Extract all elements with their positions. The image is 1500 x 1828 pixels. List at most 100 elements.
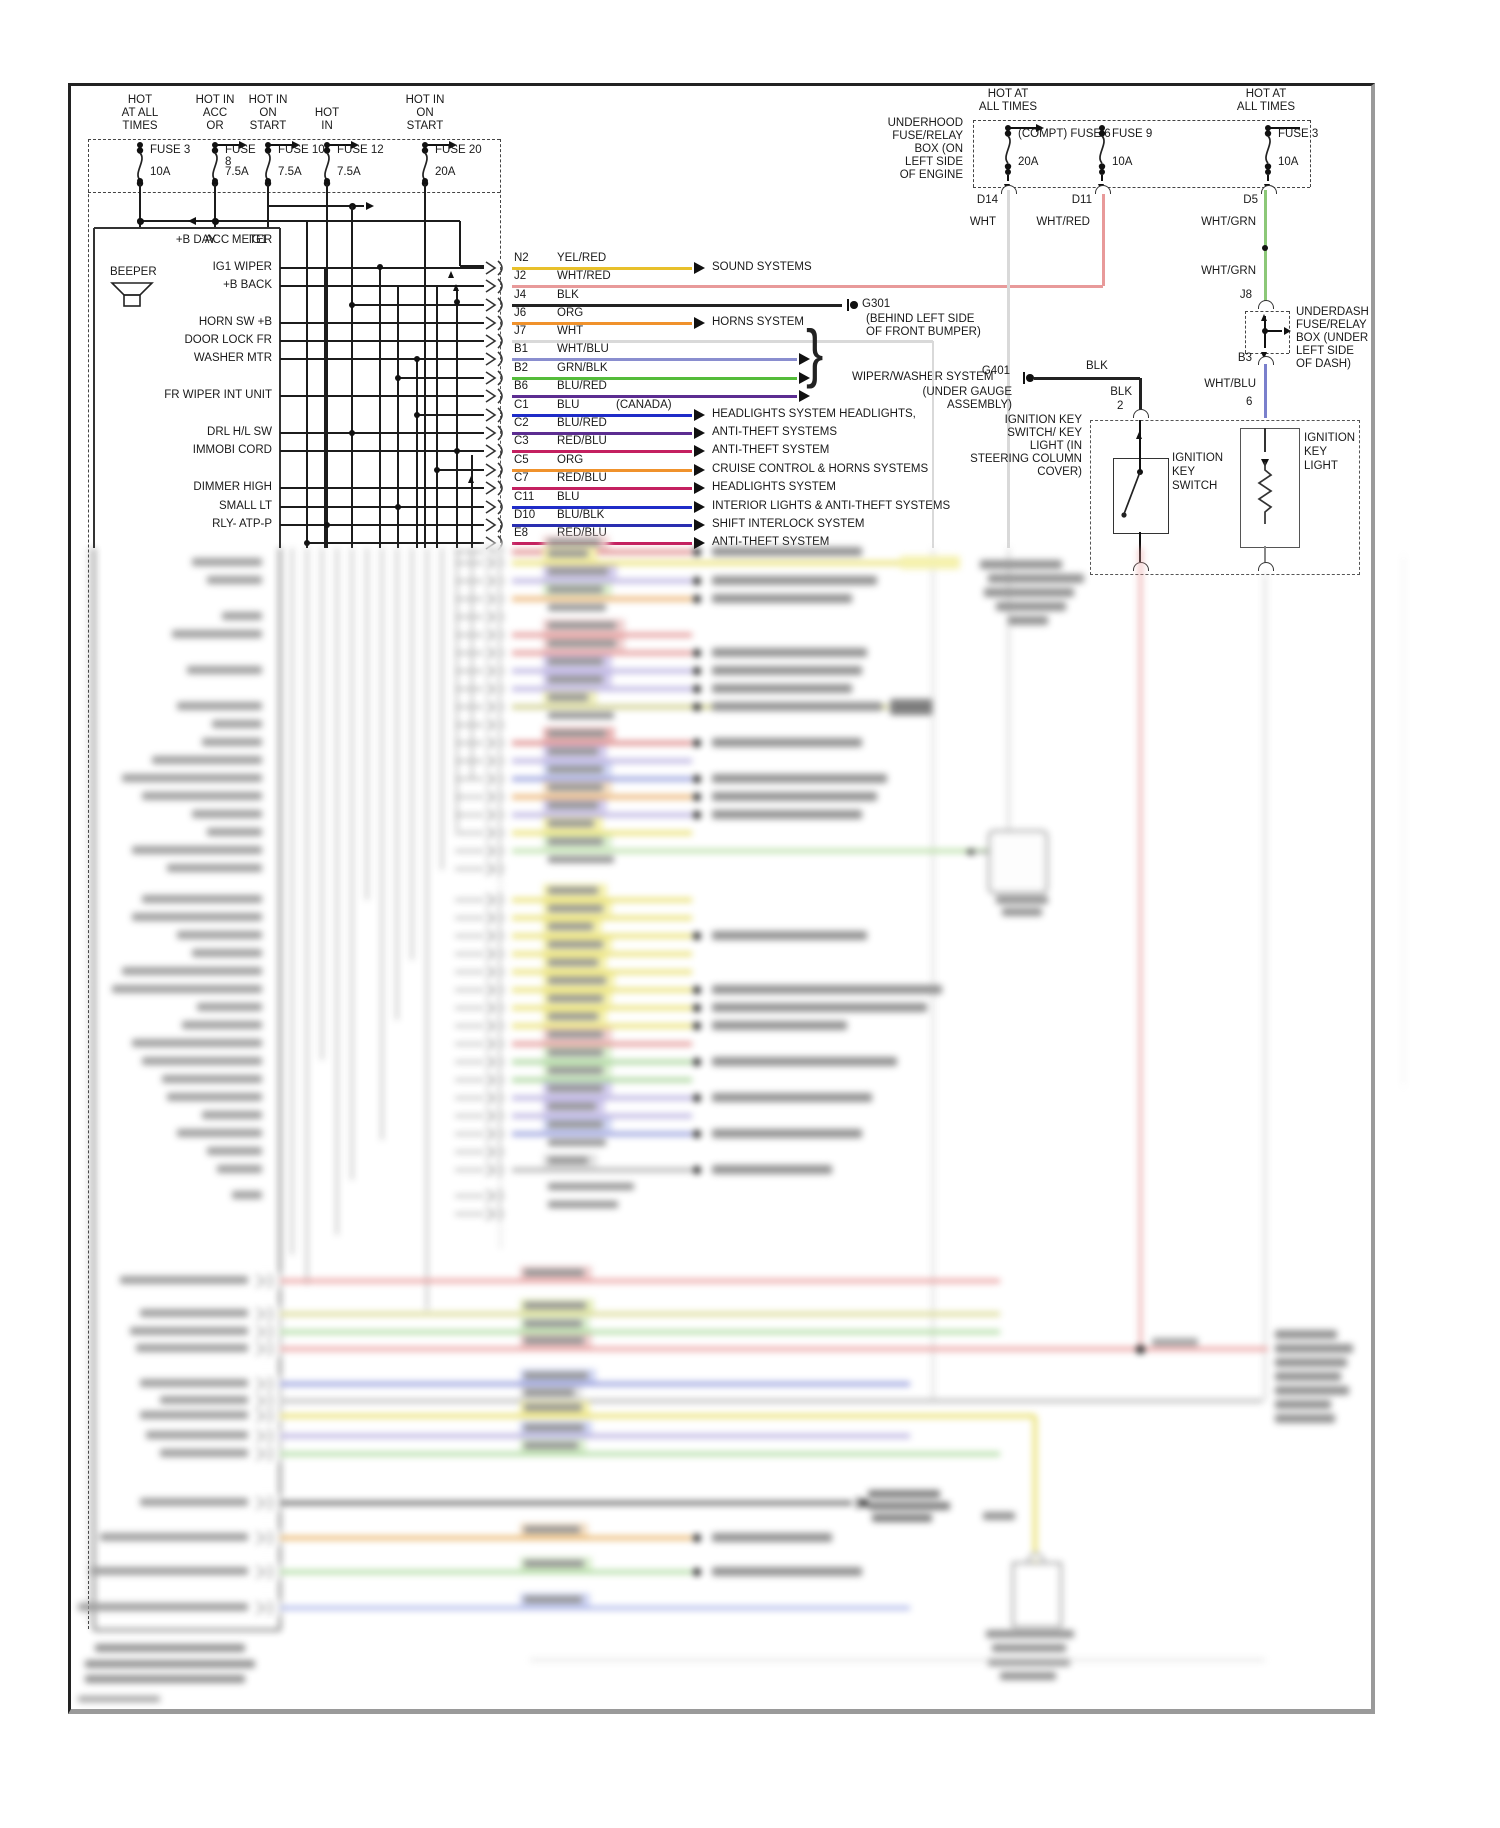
pin-stub	[455, 1097, 486, 1099]
wire-color-label: WHT/RED	[557, 270, 611, 282]
pin-id: C1	[514, 399, 529, 411]
junction-dot	[1264, 168, 1272, 176]
ground-sublabel: OF FRONT BUMPER)	[866, 326, 981, 338]
pin-connector-icon	[254, 1427, 280, 1445]
bus-line	[471, 455, 473, 548]
amp-label: 7.5A	[337, 166, 361, 178]
pin-id: E8	[514, 527, 529, 539]
ignition-light-label: IGNITION	[1304, 432, 1356, 444]
blurred-text-bar	[524, 1404, 582, 1411]
blurred-text-bar	[548, 604, 606, 611]
power-label: HOT IN	[405, 94, 445, 106]
blurred-text-bar	[182, 1021, 262, 1029]
blurred-text-bar	[132, 1039, 262, 1047]
dashed-line-v	[500, 262, 501, 548]
arrow-icon	[453, 284, 460, 291]
wire-blu-red	[512, 394, 797, 398]
connector-label: D14	[976, 194, 998, 206]
wire-v	[1267, 175, 1269, 181]
wire-v	[1264, 546, 1266, 562]
blurred-text-bar	[160, 1396, 248, 1404]
pin-connector-icon	[484, 424, 510, 442]
arrow-icon	[1136, 432, 1143, 439]
bus-line	[456, 288, 458, 548]
bus-line	[291, 548, 293, 1255]
blurred-text-bar	[162, 1075, 262, 1083]
power-label: ALL TIMES	[1236, 101, 1296, 113]
wire-wht-red	[512, 284, 1103, 288]
blurred-text-bar	[983, 1512, 1015, 1520]
wire-h	[437, 469, 486, 471]
junction-dot	[1098, 168, 1106, 176]
junction-dot	[413, 355, 421, 363]
pin-connector-icon	[484, 498, 510, 516]
arrow-icon	[694, 519, 705, 531]
blurred-text-bar	[996, 896, 1048, 904]
pin-connector-icon	[484, 945, 510, 963]
fuse-icon	[1260, 130, 1276, 170]
wire-h	[460, 265, 486, 267]
junction-dot	[693, 986, 701, 994]
pin-stub	[455, 760, 486, 762]
left-box-edge	[279, 228, 281, 548]
wire-grn-blk	[512, 376, 797, 380]
blurred-text-bar	[140, 1379, 248, 1387]
fuse-label: FUSE	[225, 144, 256, 156]
junction-dot	[693, 577, 701, 585]
junction-dot	[433, 466, 441, 474]
underhood-box-label: BOX (ON	[914, 143, 963, 155]
wire-red-blu	[512, 449, 692, 453]
arrow-icon	[448, 271, 455, 278]
blurred-text-bar	[712, 1003, 927, 1012]
pin-connector-icon	[254, 1323, 280, 1341]
blurred-text-bar	[868, 1502, 950, 1510]
blurred-text-bar	[548, 838, 603, 845]
blurred-text-bar	[192, 949, 262, 957]
connector-arc-icon	[1028, 1553, 1044, 1562]
fuse-icon	[1000, 130, 1016, 170]
wire-h	[268, 205, 364, 207]
pin-connector-icon	[484, 1187, 510, 1205]
wire-note: (CANADA)	[616, 399, 672, 411]
underdash-box-label: FUSE/RELAY	[1296, 319, 1367, 331]
wire-h	[280, 1501, 852, 1505]
pin-stub	[455, 953, 486, 955]
wire-wht	[512, 339, 933, 343]
blurred-text-bar	[548, 550, 588, 557]
pin-connector-icon	[484, 770, 510, 788]
power-label: ACC	[202, 107, 228, 119]
underhood-box-label: LEFT SIDE	[905, 156, 963, 168]
blurred-text-bar	[1275, 1372, 1341, 1381]
wire-org	[512, 321, 692, 325]
pin-connector-icon	[484, 479, 510, 497]
pin-connector-icon	[484, 909, 510, 927]
pin-stub	[280, 487, 486, 489]
power-label: IN	[321, 120, 333, 132]
ground-icon	[857, 1497, 859, 1509]
wire-h	[512, 561, 930, 565]
wire-v	[1006, 190, 1010, 548]
bus-line	[366, 548, 368, 900]
blurred-text-bar	[177, 1129, 262, 1137]
ignition-switch-label: SWITCH	[1172, 480, 1218, 492]
junction-dot	[136, 177, 144, 185]
wire-v	[1139, 458, 1141, 470]
box-pin-label: +B BACK	[223, 279, 272, 291]
blurred-text-bar	[984, 588, 1074, 597]
junction-dot	[264, 177, 272, 185]
pin-id: D10	[514, 509, 536, 521]
pin-connector-icon	[484, 1107, 510, 1125]
destination-label: SHIFT INTERLOCK SYSTEM	[712, 518, 865, 530]
wire-h	[512, 988, 692, 992]
wire-h	[280, 1452, 1000, 1456]
wire-color-label: RED/BLU	[557, 472, 607, 484]
left-box-edge	[279, 548, 281, 1630]
pin-stub	[455, 1133, 486, 1135]
wire-v	[1139, 532, 1141, 562]
power-label: HOT IN	[195, 94, 235, 106]
pin-stub	[455, 742, 486, 744]
pin-stub	[455, 868, 486, 870]
blurred-text-bar	[548, 1157, 588, 1164]
box-pin-label: WASHER MTR	[193, 352, 272, 364]
wire-h	[512, 669, 692, 673]
